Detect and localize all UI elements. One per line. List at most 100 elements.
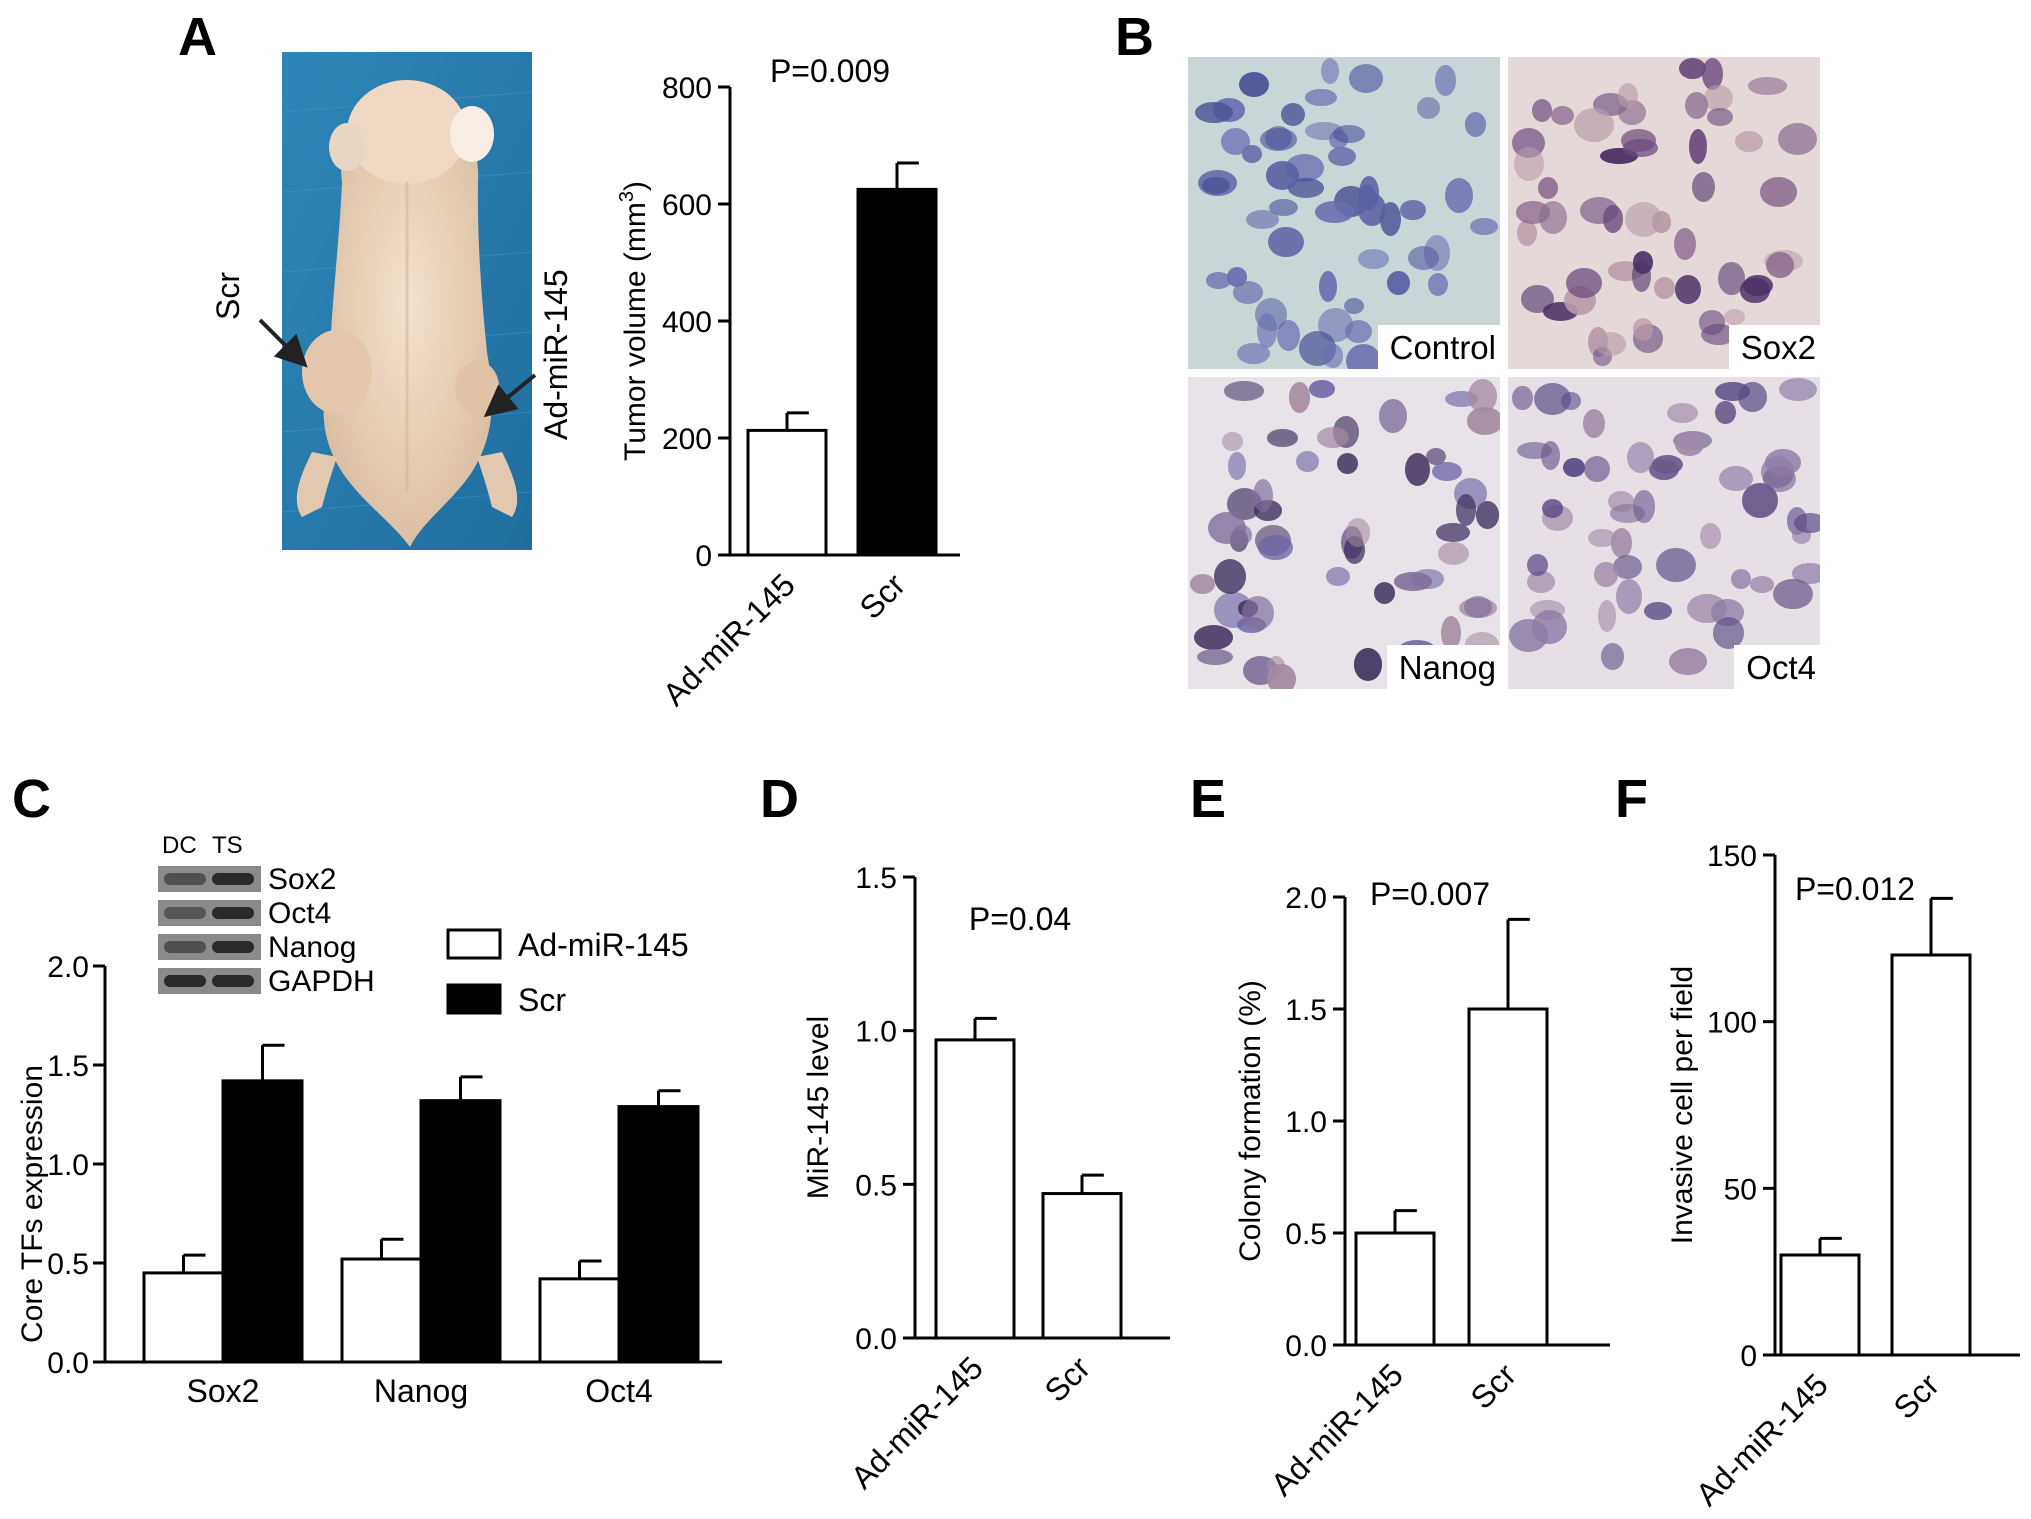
legend-swatch-ad-mir-145 [446, 928, 502, 960]
ihc-nucleus [1618, 83, 1639, 109]
ihc-nucleus [1465, 111, 1486, 137]
blot-label-gapdh: GAPDH [268, 965, 375, 998]
ihc-nucleus [1616, 578, 1643, 615]
ihc-nucleus [1539, 200, 1568, 235]
ihc-nucleus [1463, 596, 1492, 619]
ihc-nucleus [1257, 313, 1277, 348]
x-tick-label-ad-mir-145: Ad-miR-145 [656, 566, 802, 712]
bar-ad-mir-145 [1779, 1253, 1861, 1357]
x-tick-label-ad-mir-145: Ad-miR-145 [1264, 1356, 1410, 1502]
ihc-nucleus [1468, 379, 1498, 414]
ihc-nucleus [1791, 563, 1820, 584]
ihc-nucleus [1348, 63, 1384, 93]
ihc-nucleus [1700, 522, 1721, 549]
ihc-nucleus [1320, 58, 1339, 84]
ihc-nucleus [1759, 177, 1798, 207]
ihc-label-nanog: Nanog [1386, 645, 1500, 689]
x-tick-label-scr: Scr [1464, 1356, 1524, 1416]
legend-label-ad-mir-145: Ad-miR-145 [518, 927, 689, 963]
ihc-tile-oct4: Oct4 [1508, 377, 1820, 689]
ihc-nucleus [1588, 528, 1616, 548]
bar-oct4-scr [617, 1105, 700, 1364]
bar-oct4-ad-mir-145 [538, 1277, 621, 1364]
ihc-nucleus [1712, 617, 1744, 649]
ihc-nucleus [1537, 176, 1559, 200]
photo-arrows [258, 318, 537, 418]
p-value-annotation: P=0.007 [1370, 876, 1490, 912]
ihc-nucleus [1718, 261, 1746, 296]
y-tick-label-0: 0 [695, 540, 712, 573]
ihc-nucleus [1778, 377, 1818, 402]
y-tick-label-0: 0 [1740, 1340, 1757, 1373]
y-tick-label-200: 200 [662, 423, 712, 456]
ihc-nucleus [1738, 381, 1767, 412]
chart-a-tumor-volume: 0 200 400 600 800 Tumor volume (mm3) Ad-miR-14… [616, 53, 960, 713]
panel-letter-d: D [760, 769, 799, 829]
ihc-nucleus [1434, 65, 1456, 96]
x-tick-label-scr: Scr [1887, 1366, 1947, 1426]
ihc-nucleus [1213, 559, 1247, 595]
ihc-nucleus [1288, 382, 1310, 414]
ihc-nucleus [1667, 402, 1699, 423]
panel-letter-c: C [12, 769, 51, 829]
blot-band-nanog-ts [212, 941, 254, 953]
ihc-nucleus [1516, 220, 1537, 247]
ihc-nucleus [1232, 524, 1252, 546]
ihc-nucleus [1404, 452, 1431, 487]
western-blot-inset: DC TS Sox2 Oct4 Nanog GAPDH [158, 832, 398, 1002]
panel-letter-f: F [1615, 769, 1648, 829]
ihc-nucleus [1702, 57, 1723, 91]
y-tick-label-0-0: 0.0 [855, 1323, 897, 1356]
ihc-nucleus [1267, 429, 1298, 447]
ihc-nucleus [1685, 91, 1709, 119]
ihc-nucleus [1201, 176, 1230, 195]
blot-label-oct4: Oct4 [268, 897, 332, 930]
ihc-nucleus [1674, 275, 1701, 305]
ihc-nucleus [1583, 455, 1611, 482]
y-axis-label: Invasive cell per field [1666, 966, 1699, 1244]
ihc-nucleus [1227, 451, 1247, 481]
ihc-nucleus [1688, 128, 1707, 165]
ihc-nucleus [1436, 523, 1470, 543]
ihc-nucleus [1444, 177, 1473, 213]
blot-band-nanog-dc [164, 941, 206, 953]
ihc-nucleus [1766, 251, 1795, 279]
ihc-nucleus [1773, 578, 1814, 610]
ihc-nucleus [1345, 518, 1371, 547]
ihc-nucleus [1652, 211, 1672, 233]
ihc-nucleus [1323, 344, 1343, 368]
ihc-label-control: Control [1377, 325, 1500, 369]
ihc-nucleus [1246, 210, 1279, 230]
ihc-nucleus [1232, 281, 1263, 304]
y-tick-label-1-5: 1.5 [1285, 994, 1327, 1027]
ihc-nucleus [1715, 401, 1736, 425]
ihc-nucleus [1527, 553, 1548, 576]
ihc-nucleus [1654, 276, 1676, 300]
chart-e-colony-formation: 0.0 0.5 1.0 1.5 2.0 Colony formation (%) Ad-mi… [1234, 876, 1610, 1503]
ihc-nucleus [1551, 105, 1575, 125]
y-tick-label-2-0: 2.0 [1285, 882, 1327, 915]
ihc-nucleus [1318, 271, 1338, 303]
photo-label-scr: Scr [210, 272, 246, 320]
legend-swatch-scr [446, 983, 502, 1015]
ihc-nucleus [1724, 308, 1746, 326]
ihc-nucleus [1195, 101, 1233, 124]
panel-letter-b: B [1115, 7, 1154, 67]
ihc-nucleus [1326, 567, 1350, 587]
ihc-nucleus [1295, 451, 1320, 473]
ihc-nucleus [1512, 385, 1533, 411]
x-tick-label-nanog: Nanog [374, 1373, 468, 1409]
ihc-nucleus [1623, 139, 1658, 157]
ihc-nucleus [1336, 453, 1358, 475]
ihc-nucleus [1632, 318, 1654, 341]
ihc-nucleus [1427, 272, 1449, 297]
ihc-nucleus [1408, 246, 1440, 271]
y-tick-label-600: 600 [662, 189, 712, 222]
ihc-nucleus [1777, 123, 1818, 156]
y-tick-label-1-5: 1.5 [855, 862, 897, 895]
ihc-nucleus [1374, 582, 1396, 605]
ihc-nucleus [1691, 171, 1715, 203]
arrow-ad [483, 373, 537, 418]
ihc-nucleus [1734, 131, 1763, 153]
ihc-nucleus [1386, 270, 1410, 295]
